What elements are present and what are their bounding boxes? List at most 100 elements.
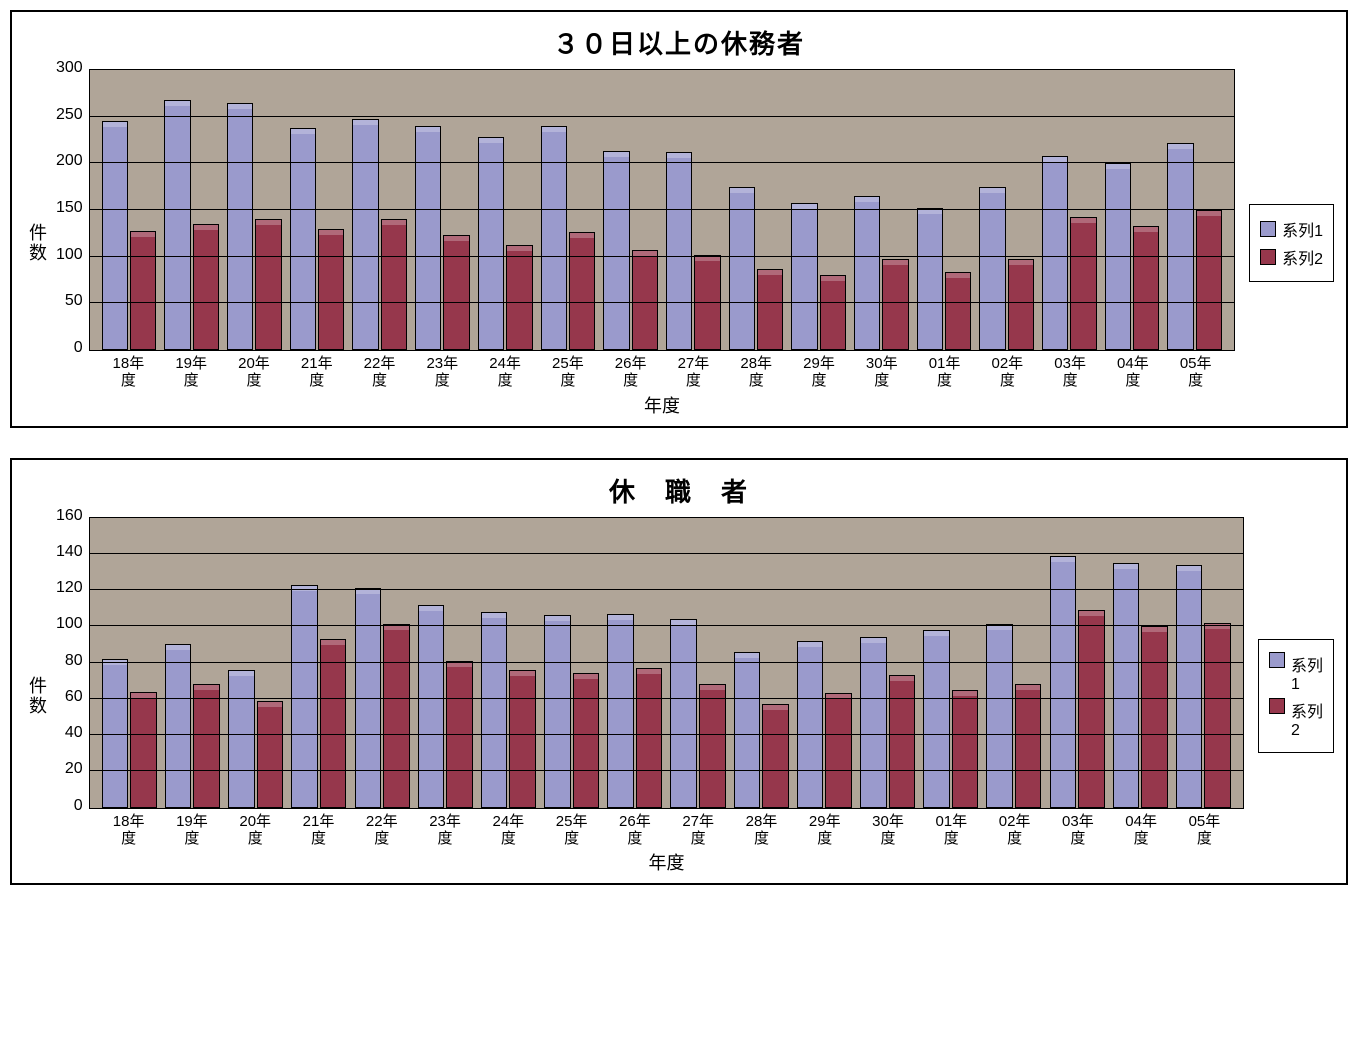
x-tick: 26年度	[599, 355, 662, 390]
x-axis-row: 18年度19年度20年度21年度22年度23年度24年度25年度26年度27年度…	[56, 351, 1235, 418]
bar	[670, 619, 697, 808]
legend-swatch	[1269, 652, 1285, 668]
bar-group	[414, 518, 477, 808]
bar-group	[224, 518, 287, 808]
bar	[193, 684, 220, 807]
bar	[1167, 143, 1193, 350]
grid-line	[90, 589, 1243, 590]
x-tick: 30年度	[850, 355, 913, 390]
x-tick: 27年度	[662, 355, 725, 390]
plot-wrap: 300250200150100500 18年度19年度20年度21年度22年度2…	[56, 69, 1235, 418]
bar	[1204, 623, 1231, 808]
bar	[478, 137, 504, 350]
bar-group	[348, 70, 411, 350]
bar	[541, 126, 567, 350]
plot-row: 160140120100806040200	[56, 517, 1244, 809]
bar-group	[98, 518, 161, 808]
x-tick: 23年度	[411, 355, 474, 390]
bar-group	[662, 70, 725, 350]
bar	[102, 121, 128, 350]
x-tick: 27年度	[667, 813, 730, 848]
bar	[320, 639, 347, 808]
bar-group	[725, 70, 788, 350]
bar-group	[537, 70, 600, 350]
x-tick: 28年度	[725, 355, 788, 390]
bar	[762, 704, 789, 807]
bar	[917, 208, 943, 350]
bar-group	[913, 70, 976, 350]
y-axis-ticks: 300250200150100500	[56, 69, 89, 349]
bar	[607, 614, 634, 808]
x-tick: 02年度	[976, 355, 1039, 390]
bar-group	[411, 70, 474, 350]
x-tick: 28年度	[730, 813, 793, 848]
bar-group	[1163, 70, 1226, 350]
bar-group	[474, 70, 537, 350]
bar	[130, 231, 156, 350]
grid-line	[90, 770, 1243, 771]
x-tick: 24年度	[474, 355, 537, 390]
legend-label: 系列2	[1291, 698, 1323, 740]
x-axis-block: 18年度19年度20年度21年度22年度23年度24年度25年度26年度27年度…	[89, 809, 1244, 876]
bar-group	[850, 70, 913, 350]
bar	[889, 675, 916, 807]
bar	[882, 259, 908, 350]
bar	[1015, 684, 1042, 807]
x-tick: 05年度	[1164, 355, 1227, 390]
plot-area	[89, 69, 1235, 351]
bar	[257, 701, 284, 808]
x-tick: 03年度	[1039, 355, 1102, 390]
bar	[791, 203, 817, 350]
bar-group	[599, 70, 662, 350]
bar	[945, 272, 971, 350]
bar-group	[919, 518, 982, 808]
bar-group	[982, 518, 1045, 808]
grid-line	[90, 209, 1234, 210]
x-axis-label: 年度	[89, 392, 1235, 418]
bar-group	[975, 70, 1038, 350]
grid-line	[90, 116, 1234, 117]
x-axis-label: 年度	[89, 849, 1244, 875]
bar	[1042, 156, 1068, 350]
bar	[481, 612, 508, 808]
x-tick: 18年度	[97, 355, 160, 390]
y-axis-label: 件数	[24, 676, 50, 716]
chart-frame-2: 休 職 者 件数 160140120100806040200 18年度19年度2…	[10, 458, 1348, 886]
bar	[164, 100, 190, 350]
bar-group	[1172, 518, 1235, 808]
legend-item: 系列1	[1269, 652, 1323, 694]
bar	[193, 224, 219, 350]
grid-line	[90, 625, 1243, 626]
x-tick: 20年度	[223, 355, 286, 390]
legend-item: 系列2	[1269, 698, 1323, 740]
plot-row: 300250200150100500	[56, 69, 1235, 351]
x-tick: 20年度	[224, 813, 287, 848]
bar	[291, 585, 318, 808]
legend: 系列1系列2	[1249, 204, 1334, 282]
bar	[352, 119, 378, 350]
x-tick: 22年度	[350, 813, 413, 848]
bar	[1133, 226, 1159, 350]
x-tick: 04年度	[1102, 355, 1165, 390]
x-tick: 19年度	[160, 813, 223, 848]
y-axis-ticks: 160140120100806040200	[56, 517, 89, 807]
x-axis-row: 18年度19年度20年度21年度22年度23年度24年度25年度26年度27年度…	[56, 809, 1244, 876]
x-tick: 25年度	[540, 813, 603, 848]
bar-group	[666, 518, 729, 808]
x-axis-ticks: 18年度19年度20年度21年度22年度23年度24年度25年度26年度27年度…	[89, 809, 1244, 848]
x-tick: 01年度	[913, 355, 976, 390]
x-tick: 21年度	[285, 355, 348, 390]
bars-layer	[90, 70, 1234, 350]
legend: 系列1系列2	[1258, 639, 1334, 753]
bar-group	[287, 518, 350, 808]
x-tick: 05年度	[1173, 813, 1236, 848]
bar-group	[1038, 70, 1101, 350]
bar	[228, 670, 255, 808]
legend-item: 系列2	[1260, 245, 1323, 269]
bar-group	[160, 70, 223, 350]
bar	[290, 128, 316, 350]
x-tick: 29年度	[793, 813, 856, 848]
bar-group	[1046, 518, 1109, 808]
bar	[1008, 259, 1034, 350]
legend-label: 系列1	[1282, 217, 1323, 241]
